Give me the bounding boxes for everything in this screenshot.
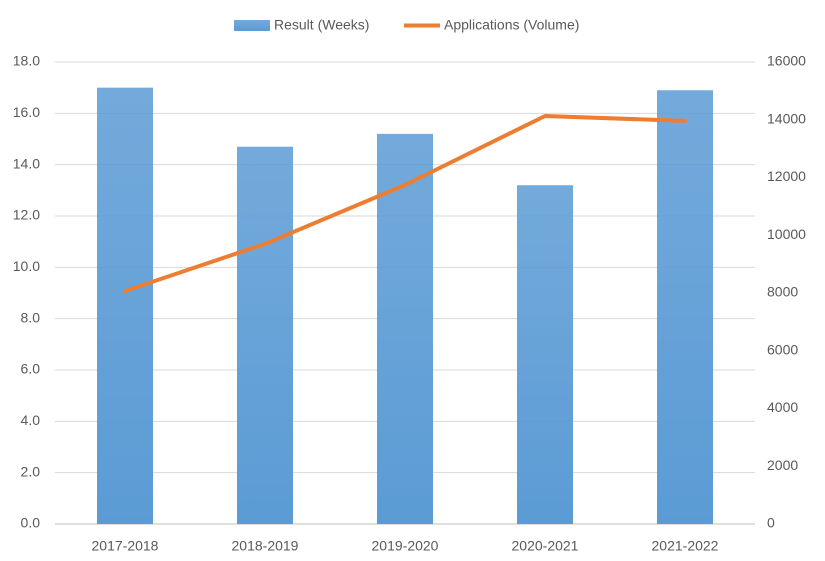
- y-tick-label: 16.0: [13, 104, 40, 120]
- x-tick-label: 2018-2019: [232, 538, 299, 554]
- y2-tick-label: 12000: [767, 168, 806, 184]
- legend-label: Result (Weeks): [274, 17, 369, 33]
- bar: [377, 133, 433, 524]
- bar: [97, 87, 153, 525]
- y2-tick-label: 8000: [767, 284, 798, 300]
- y-tick-label: 18.0: [13, 53, 40, 69]
- y-tick-label: 2.0: [21, 463, 41, 479]
- bar: [237, 146, 293, 524]
- y-tick-label: 14.0: [13, 155, 40, 171]
- y-tick-label: 10.0: [13, 258, 40, 274]
- x-tick-label: 2020-2021: [512, 538, 579, 554]
- x-tick-label: 2021-2022: [652, 538, 719, 554]
- y2-tick-label: 10000: [767, 226, 806, 242]
- bar: [657, 90, 713, 524]
- y2-tick-label: 4000: [767, 399, 798, 415]
- y2-tick-label: 0: [767, 515, 775, 531]
- legend-label: Applications (Volume): [444, 17, 579, 33]
- x-tick-label: 2017-2018: [92, 538, 159, 554]
- y2-tick-label: 2000: [767, 457, 798, 473]
- y2-tick-label: 14000: [767, 110, 806, 126]
- y-tick-label: 4.0: [21, 412, 41, 428]
- bar: [517, 185, 573, 524]
- line: [123, 113, 687, 293]
- y-tick-label: 8.0: [21, 309, 41, 325]
- y-tick-label: 0.0: [21, 515, 41, 531]
- legend-swatch: [234, 20, 270, 31]
- y2-tick-label: 6000: [767, 341, 798, 357]
- y-tick-label: 6.0: [21, 361, 41, 377]
- x-tick-label: 2019-2020: [372, 538, 439, 554]
- y-tick-label: 12.0: [13, 207, 40, 223]
- y2-tick-label: 16000: [767, 53, 806, 69]
